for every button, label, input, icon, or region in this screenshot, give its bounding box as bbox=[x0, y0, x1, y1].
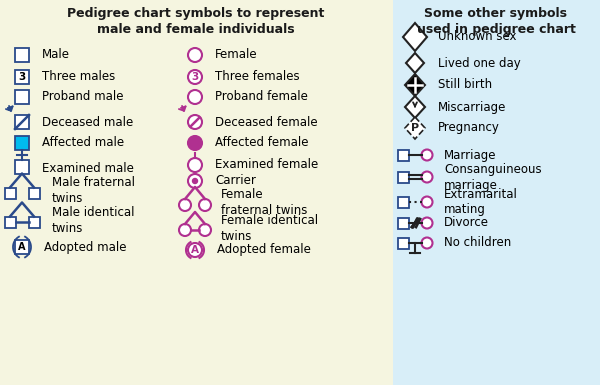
Text: Examined male: Examined male bbox=[42, 162, 134, 176]
Text: Some other symbols
used in pedigree chart: Some other symbols used in pedigree char… bbox=[416, 7, 575, 36]
Circle shape bbox=[421, 196, 433, 208]
Circle shape bbox=[199, 199, 211, 211]
Text: Marriage: Marriage bbox=[444, 149, 497, 161]
Text: Unknown sex: Unknown sex bbox=[438, 30, 517, 44]
Text: Deceased female: Deceased female bbox=[215, 116, 317, 129]
Text: Affected female: Affected female bbox=[215, 137, 308, 149]
Bar bbox=[398, 218, 409, 229]
Circle shape bbox=[188, 174, 202, 188]
Circle shape bbox=[188, 136, 202, 150]
Bar bbox=[5, 216, 16, 228]
Bar bbox=[15, 90, 29, 104]
Circle shape bbox=[188, 243, 202, 257]
Bar bbox=[15, 240, 29, 254]
Text: Male fraternal
twins: Male fraternal twins bbox=[52, 176, 135, 206]
Text: Female identical
twins: Female identical twins bbox=[221, 214, 318, 243]
Bar bbox=[5, 187, 16, 199]
Text: Affected male: Affected male bbox=[42, 137, 124, 149]
Bar bbox=[15, 48, 29, 62]
Circle shape bbox=[421, 149, 433, 161]
Bar bbox=[393, 0, 600, 385]
Text: Deceased male: Deceased male bbox=[42, 116, 133, 129]
Text: Proband female: Proband female bbox=[215, 90, 308, 104]
Text: 3: 3 bbox=[191, 72, 199, 82]
Text: Female
fraternal twins: Female fraternal twins bbox=[221, 189, 307, 218]
Bar bbox=[29, 216, 40, 228]
Circle shape bbox=[188, 115, 202, 129]
Text: Consanguineous
marriage: Consanguineous marriage bbox=[444, 162, 542, 191]
Text: Examined female: Examined female bbox=[215, 159, 318, 171]
Text: Lived one day: Lived one day bbox=[438, 57, 521, 70]
Circle shape bbox=[193, 179, 197, 184]
Circle shape bbox=[421, 171, 433, 182]
Text: Adopted male: Adopted male bbox=[44, 241, 127, 253]
Circle shape bbox=[188, 90, 202, 104]
Text: 3: 3 bbox=[19, 72, 26, 82]
Bar bbox=[398, 196, 409, 208]
Circle shape bbox=[179, 199, 191, 211]
Polygon shape bbox=[405, 74, 425, 96]
Bar bbox=[398, 238, 409, 248]
Text: Carrier: Carrier bbox=[215, 174, 256, 187]
Text: Male: Male bbox=[42, 49, 70, 62]
Bar bbox=[398, 171, 409, 182]
Bar bbox=[0, 0, 393, 385]
Text: P: P bbox=[411, 123, 419, 133]
Text: Male identical
twins: Male identical twins bbox=[52, 206, 134, 234]
Circle shape bbox=[188, 70, 202, 84]
Circle shape bbox=[421, 238, 433, 248]
Text: Proband male: Proband male bbox=[42, 90, 124, 104]
Bar bbox=[29, 187, 40, 199]
Text: Female: Female bbox=[215, 49, 257, 62]
Text: Miscarriage: Miscarriage bbox=[438, 100, 506, 114]
Bar bbox=[15, 160, 29, 174]
Bar bbox=[15, 115, 29, 129]
Text: No children: No children bbox=[444, 236, 511, 249]
Circle shape bbox=[199, 224, 211, 236]
Bar bbox=[1, 1, 392, 384]
Text: Extramarital
mating: Extramarital mating bbox=[444, 187, 518, 216]
Circle shape bbox=[188, 158, 202, 172]
Text: Three males: Three males bbox=[42, 70, 115, 84]
Bar bbox=[394, 1, 598, 384]
Bar bbox=[398, 149, 409, 161]
Text: Pregnancy: Pregnancy bbox=[438, 122, 500, 134]
Text: Still birth: Still birth bbox=[438, 79, 492, 92]
Circle shape bbox=[188, 48, 202, 62]
Text: Pedigree chart symbols to represent
male and female individuals: Pedigree chart symbols to represent male… bbox=[67, 7, 325, 36]
Text: Adopted female: Adopted female bbox=[217, 243, 311, 256]
Polygon shape bbox=[406, 53, 424, 73]
Polygon shape bbox=[405, 117, 425, 139]
Circle shape bbox=[179, 224, 191, 236]
Circle shape bbox=[421, 218, 433, 229]
Bar bbox=[15, 136, 29, 150]
Polygon shape bbox=[403, 23, 427, 51]
Text: Three females: Three females bbox=[215, 70, 299, 84]
Bar bbox=[15, 70, 29, 84]
Text: A: A bbox=[191, 245, 199, 255]
Text: Divorce: Divorce bbox=[444, 216, 489, 229]
Text: A: A bbox=[18, 242, 26, 252]
Polygon shape bbox=[405, 96, 425, 118]
